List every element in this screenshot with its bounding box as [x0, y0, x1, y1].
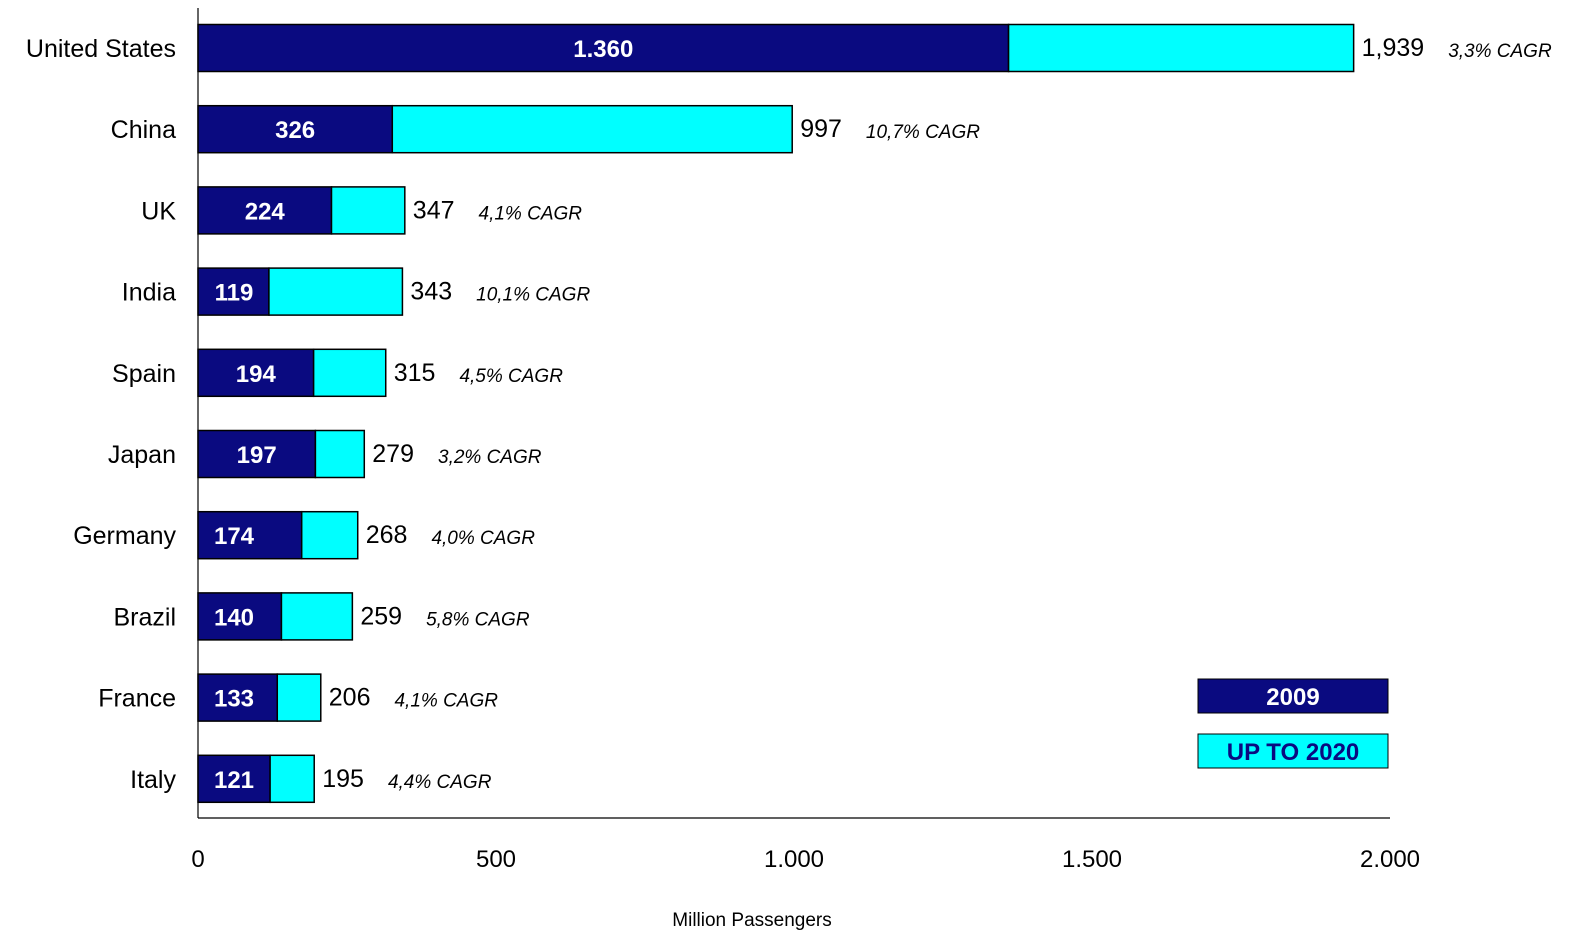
category-label: Brazil	[113, 603, 176, 631]
bar-2009	[197, 754, 271, 804]
value-label-2009: 133	[214, 686, 254, 713]
category-label: Germany	[73, 522, 176, 550]
legend: 2009 UP TO 2020	[1197, 678, 1389, 769]
total-label: 268	[366, 521, 408, 549]
x-ticks: 0 500 1.000 1.500 2.000	[191, 846, 1420, 873]
bar-2009	[197, 510, 303, 560]
value-label-2009: 140	[214, 604, 254, 631]
bar-up-to-2020	[330, 186, 406, 235]
total-label: 1,939	[1362, 34, 1425, 62]
total-label: 259	[360, 602, 402, 630]
cagr-label: 4,0% CAGR	[431, 528, 535, 549]
bar-2009	[197, 429, 317, 479]
cagr-label: 10,7% CAGR	[866, 122, 980, 143]
bar-up-to-2020	[1007, 23, 1355, 73]
labels: United States 1.360 1,939 3,3% CAGR China 326…	[26, 34, 1552, 794]
total-label: 206	[329, 684, 371, 712]
cagr-label: 10,1% CAGR	[476, 285, 590, 306]
category-label: United States	[26, 35, 176, 63]
cagr-label: 4,5% CAGR	[459, 366, 563, 387]
category-label: India	[122, 279, 176, 307]
legend-label: 2009	[1266, 684, 1319, 711]
bar-up-to-2020	[314, 429, 366, 479]
cagr-label: 3,2% CAGR	[438, 447, 542, 468]
cagr-label: 4,1% CAGR	[479, 203, 583, 224]
value-label-2009: 326	[275, 117, 315, 144]
category-label: Japan	[108, 441, 176, 469]
x-tick-label: 500	[476, 846, 516, 873]
value-label-2009: 197	[237, 442, 277, 469]
bar-up-to-2020	[276, 673, 322, 722]
total-label: 279	[372, 440, 414, 468]
bar-2009	[197, 592, 283, 641]
cagr-label: 5,8% CAGR	[426, 609, 530, 630]
total-label: 195	[322, 765, 364, 793]
bar-up-to-2020	[300, 510, 359, 560]
legend-label: UP TO 2020	[1227, 739, 1360, 766]
bar-2009	[197, 673, 279, 722]
legend-swatch	[1197, 678, 1389, 714]
x-axis-title: Million Passengers	[672, 910, 831, 931]
value-label-2009: 224	[245, 198, 286, 225]
cagr-label: 4,1% CAGR	[394, 691, 498, 712]
category-label: Spain	[112, 360, 176, 388]
x-tick-label: 1.500	[1062, 846, 1122, 873]
bar-2009	[197, 186, 333, 235]
bar-up-to-2020	[269, 754, 315, 804]
value-label-2009: 119	[215, 280, 254, 307]
legend-swatch	[1197, 733, 1389, 769]
bar-up-to-2020	[312, 348, 387, 398]
category-label: Italy	[130, 766, 176, 794]
bar-up-to-2020	[391, 104, 793, 154]
category-label: UK	[141, 197, 176, 225]
total-label: 315	[394, 359, 436, 387]
bars	[197, 23, 1355, 804]
x-tick-label: 0	[191, 846, 204, 873]
category-label: China	[111, 116, 176, 144]
total-label: 997	[800, 115, 842, 143]
bar-2009	[197, 267, 270, 316]
bar-up-to-2020	[268, 267, 404, 316]
x-tick-label: 1.000	[764, 846, 824, 873]
bar-2009	[197, 104, 394, 154]
category-label: France	[98, 685, 176, 713]
cagr-label: 4,4% CAGR	[388, 772, 492, 793]
total-label: 347	[413, 196, 455, 224]
bar-up-to-2020	[280, 592, 354, 641]
value-label-2009: 121	[214, 767, 254, 794]
cagr-label: 3,3% CAGR	[1448, 41, 1552, 62]
value-label-2009: 194	[236, 361, 277, 388]
x-tick-label: 2.000	[1360, 846, 1420, 873]
bar-2009	[197, 23, 1010, 73]
value-label-2009: 1.360	[573, 36, 633, 63]
total-label: 343	[410, 278, 452, 306]
value-label-2009: 174	[214, 523, 255, 550]
